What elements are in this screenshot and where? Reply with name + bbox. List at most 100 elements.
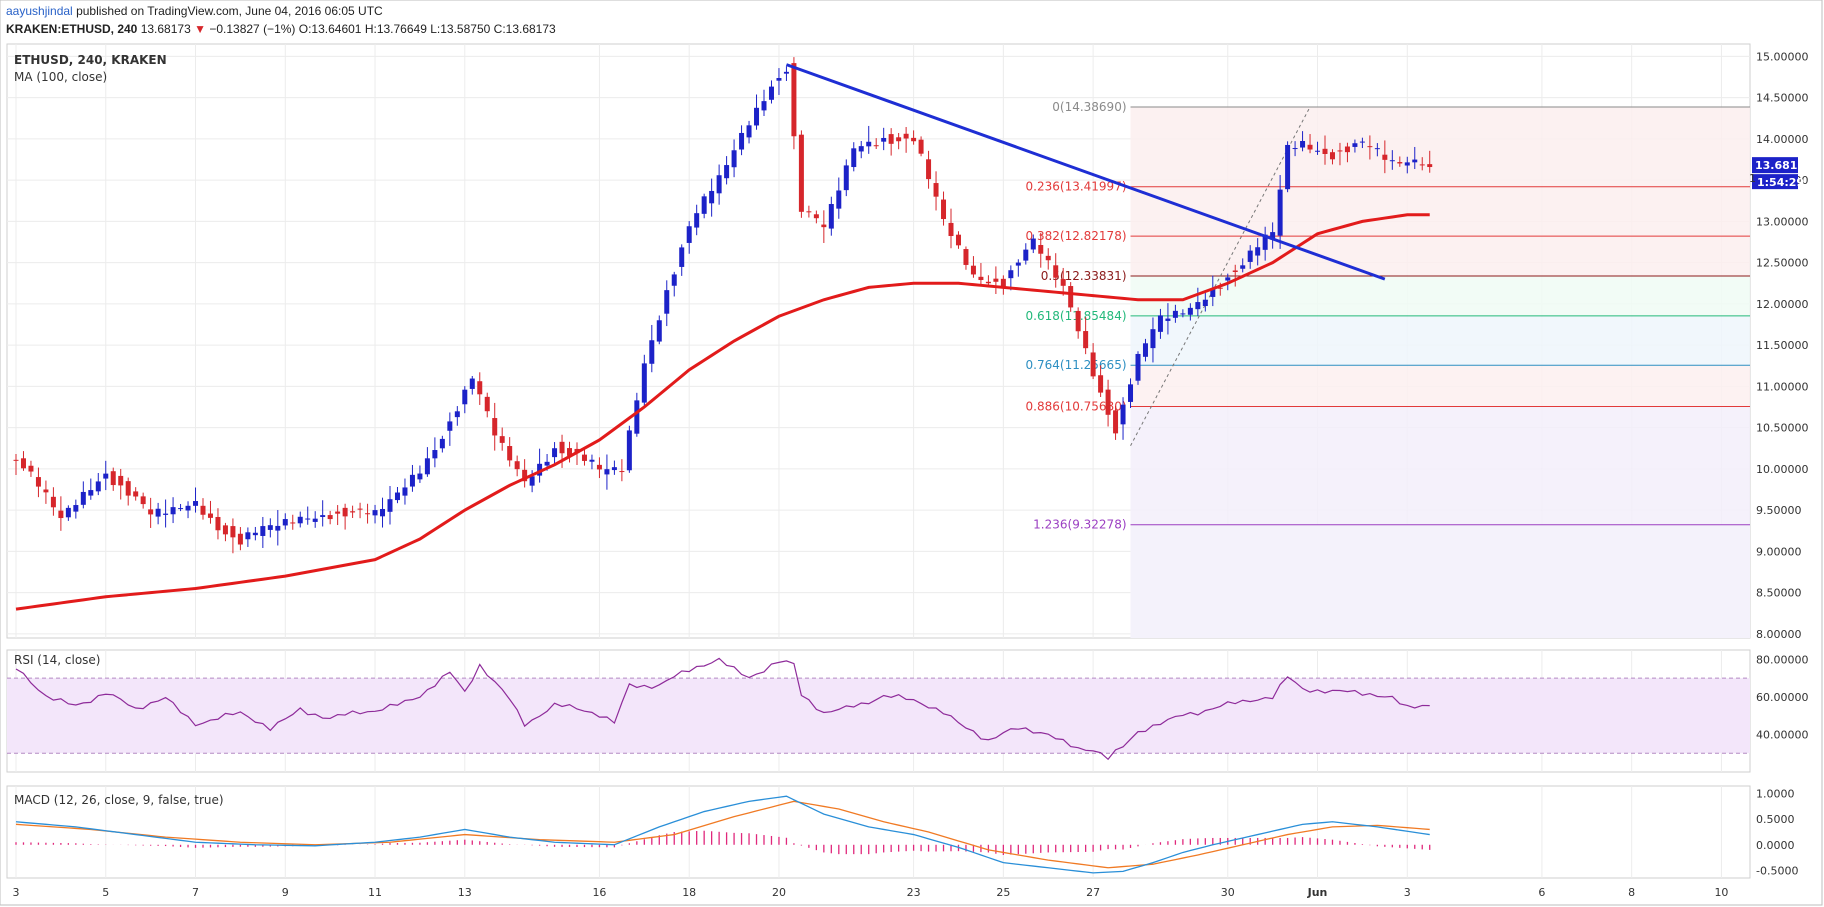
candle-body [1038, 245, 1044, 254]
candle-body [245, 532, 251, 540]
x-tick-label: 3 [1404, 886, 1411, 899]
candle-body [731, 150, 737, 168]
candle-body [1262, 234, 1268, 250]
y-tick-label: 10.50000 [1756, 422, 1809, 435]
candle-body [537, 463, 543, 476]
high-value: 13.76649 [376, 22, 427, 36]
x-tick-label: 23 [907, 886, 921, 899]
candle-body [1277, 189, 1283, 236]
candle-body [866, 141, 872, 147]
candle-body [20, 458, 26, 469]
fib-zone [1130, 524, 1750, 638]
candle-body [641, 363, 647, 403]
candle-body [649, 340, 655, 364]
candle-body [1232, 270, 1238, 272]
candle-body [1285, 144, 1291, 190]
last-price-badge [1752, 157, 1798, 174]
candle-body [305, 518, 311, 520]
candle-body [791, 63, 797, 137]
y-tick-label: 9.50000 [1756, 504, 1802, 517]
candle-body [926, 159, 932, 180]
y-tick-label: 11.50000 [1756, 339, 1809, 352]
fib-level-label: 0.382(12.82178) [1026, 229, 1127, 243]
candle-body [709, 190, 715, 204]
candle-body [783, 71, 789, 74]
candle-body [88, 490, 94, 496]
symbol-title: KRAKEN:ETHUSD, 240 [6, 22, 138, 36]
candle-body [724, 165, 730, 179]
rsi-band [7, 678, 1750, 754]
ma-label: MA (100, close) [14, 70, 107, 84]
candle-body [342, 507, 348, 517]
fib-zone [1130, 315, 1750, 366]
candle-body [1023, 249, 1029, 261]
candle-body [1210, 289, 1216, 297]
y-tick-label: 12.00000 [1756, 298, 1809, 311]
candle-body [424, 458, 430, 475]
y-tick-label: 14.50000 [1756, 92, 1809, 105]
candle-body [754, 107, 760, 126]
partial-tick-label: 1 [1749, 172, 1756, 185]
candle-body [552, 448, 558, 458]
candle-body [178, 508, 184, 510]
countdown-badge [1752, 174, 1798, 190]
macd-line [15, 795, 1430, 874]
x-tick-label: 11 [368, 886, 382, 899]
candle-body [716, 175, 722, 194]
author-link[interactable]: aayushjindal [6, 4, 73, 18]
candle-body [619, 471, 625, 473]
candle-body [148, 509, 154, 515]
candle-body [365, 513, 371, 515]
candle-body [207, 513, 213, 518]
candle-body [1090, 352, 1096, 377]
candle-body [80, 491, 86, 505]
signal-line [15, 800, 1430, 869]
candle-body [918, 139, 924, 154]
x-tick-label: 3 [13, 886, 20, 899]
close-value: 13.68173 [505, 22, 556, 36]
candle-body [1240, 265, 1246, 269]
published-text: published on TradingView.com, June 04, 2… [76, 4, 383, 18]
candle-body [933, 183, 939, 197]
rsi-tick-label: 80.00000 [1756, 653, 1809, 666]
candle-body [267, 525, 273, 530]
candle-body [1187, 307, 1193, 315]
fib-level-label: 0.236(13.41997) [1026, 180, 1127, 194]
candle-body [1008, 270, 1014, 279]
candle-body [357, 508, 363, 510]
candle-body [948, 222, 954, 237]
fib-zone [1130, 106, 1750, 187]
fib-level-label: 0(14.38690) [1052, 100, 1126, 114]
countdown-text: 1:54:29 [1757, 176, 1804, 189]
candles [13, 57, 1433, 554]
candle-body [1105, 389, 1111, 415]
candle-body [836, 190, 842, 209]
candle-body [993, 278, 999, 282]
candle-body [656, 320, 662, 342]
y-tick-label: 11.00000 [1756, 380, 1809, 393]
candle-body [1292, 148, 1298, 150]
x-tick-label: 5 [102, 886, 109, 899]
candle-body [1045, 255, 1051, 261]
macd-tick-label: 1.0000 [1756, 788, 1795, 801]
candle-body [170, 507, 176, 515]
candle-body [1000, 278, 1006, 288]
candle-body [881, 137, 887, 142]
x-tick-label: Jun [1307, 886, 1328, 899]
candle-body [103, 473, 109, 479]
candle-body [409, 474, 415, 487]
x-tick-label: 30 [1221, 886, 1235, 899]
candle-body [155, 508, 161, 517]
candle-body [941, 199, 947, 220]
candle-body [43, 489, 49, 493]
candle-body [911, 137, 917, 142]
candle-body [1270, 232, 1276, 240]
x-tick-label: 6 [1538, 886, 1545, 899]
candle-body [1404, 162, 1410, 166]
x-tick-label: 10 [1714, 886, 1728, 899]
candle-body [903, 133, 909, 139]
candle-body [185, 505, 191, 511]
